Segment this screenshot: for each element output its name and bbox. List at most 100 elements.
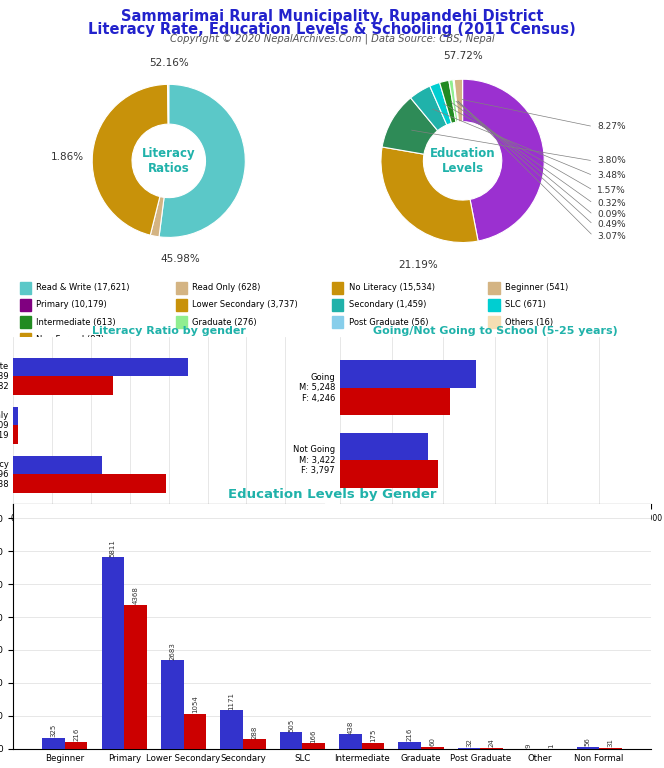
Text: 8.27%: 8.27% [598, 122, 626, 131]
Text: Read & Write (17,621): Read & Write (17,621) [37, 283, 129, 292]
Text: 216: 216 [73, 727, 79, 741]
FancyBboxPatch shape [20, 316, 31, 328]
Text: 21.19%: 21.19% [398, 260, 438, 270]
Text: 0.32%: 0.32% [598, 199, 626, 208]
Bar [42, 738, 65, 749]
Text: 24: 24 [489, 739, 495, 747]
Title: Going/Not Going to School (5-25 years): Going/Not Going to School (5-25 years) [373, 326, 618, 336]
Text: 3.07%: 3.07% [598, 231, 626, 240]
Bar [65, 742, 88, 749]
Text: 1.86%: 1.86% [51, 152, 84, 162]
Bar [339, 734, 362, 749]
Bar [183, 714, 206, 749]
Wedge shape [382, 98, 438, 154]
Wedge shape [167, 84, 169, 124]
Text: 1: 1 [548, 743, 554, 748]
Text: Literacy Rate, Education Levels & Schooling (2011 Census): Literacy Rate, Education Levels & School… [88, 22, 576, 37]
Text: 0.49%: 0.49% [598, 220, 626, 229]
Text: No Literacy (15,534): No Literacy (15,534) [349, 283, 434, 292]
Bar [280, 732, 302, 749]
Bar [13, 376, 112, 395]
Bar [340, 388, 450, 415]
Text: 5811: 5811 [110, 539, 116, 557]
Bar [576, 747, 599, 749]
Bar [421, 746, 444, 749]
Wedge shape [453, 80, 458, 122]
Text: 325: 325 [50, 724, 56, 737]
Text: 57.72%: 57.72% [443, 51, 483, 61]
Text: 56: 56 [585, 737, 591, 746]
Text: Lower Secondary (3,737): Lower Secondary (3,737) [193, 300, 298, 310]
Legend: Male, Female: Male, Female [104, 520, 234, 536]
Text: Secondary (1,459): Secondary (1,459) [349, 300, 426, 310]
Legend: Male, Female: Male, Female [430, 520, 560, 536]
Bar [302, 743, 325, 749]
Title: Literacy Ratio by gender: Literacy Ratio by gender [92, 326, 246, 336]
FancyBboxPatch shape [176, 299, 187, 311]
Bar [458, 748, 481, 749]
FancyBboxPatch shape [488, 282, 499, 293]
Text: 1.57%: 1.57% [598, 186, 626, 195]
FancyBboxPatch shape [332, 316, 343, 328]
Text: 0.09%: 0.09% [598, 210, 626, 220]
Bar [13, 456, 102, 475]
Text: Post Graduate (56): Post Graduate (56) [349, 318, 428, 326]
FancyBboxPatch shape [488, 299, 499, 311]
Bar [340, 433, 428, 460]
Text: 438: 438 [347, 720, 353, 733]
Text: 31: 31 [608, 738, 614, 747]
Text: 216: 216 [407, 727, 413, 741]
Text: 288: 288 [251, 725, 257, 739]
Wedge shape [463, 79, 544, 241]
FancyBboxPatch shape [20, 333, 31, 346]
Text: 32: 32 [466, 738, 472, 747]
Bar [161, 660, 183, 749]
Bar [362, 743, 384, 749]
Text: 1054: 1054 [192, 696, 198, 713]
Wedge shape [449, 80, 458, 122]
Wedge shape [454, 80, 459, 122]
Text: 505: 505 [288, 718, 294, 731]
Wedge shape [92, 84, 168, 235]
Bar [481, 748, 503, 749]
Text: 3.48%: 3.48% [598, 171, 626, 180]
Text: Graduate (276): Graduate (276) [193, 318, 257, 326]
Wedge shape [159, 84, 245, 237]
Bar [13, 475, 166, 493]
Text: 1171: 1171 [228, 691, 234, 710]
Text: Others (16): Others (16) [505, 318, 553, 326]
FancyBboxPatch shape [20, 282, 31, 293]
Bar [340, 460, 438, 488]
Bar [220, 710, 243, 749]
Text: 52.16%: 52.16% [149, 58, 189, 68]
Text: Sammarimai Rural Municipality, Rupandehi District: Sammarimai Rural Municipality, Rupandehi… [121, 9, 543, 25]
Text: 60: 60 [430, 737, 436, 746]
Bar [599, 748, 622, 749]
Bar [124, 605, 147, 749]
Text: Primary (10,179): Primary (10,179) [37, 300, 107, 310]
Text: 166: 166 [311, 729, 317, 743]
Bar [340, 360, 476, 388]
Title: Education Levels by Gender: Education Levels by Gender [228, 488, 436, 502]
FancyBboxPatch shape [20, 299, 31, 311]
Text: Literacy
Ratios: Literacy Ratios [142, 147, 196, 175]
Bar [13, 425, 18, 444]
Wedge shape [454, 79, 463, 122]
Bar [398, 742, 421, 749]
Wedge shape [150, 197, 164, 237]
Text: Non Formal (87): Non Formal (87) [37, 335, 104, 344]
Bar [13, 407, 18, 425]
Text: 9: 9 [525, 743, 531, 748]
Wedge shape [430, 82, 452, 125]
FancyBboxPatch shape [332, 282, 343, 293]
Wedge shape [381, 147, 478, 243]
Text: Copyright © 2020 NepalArchives.Com | Data Source: CBS, Nepal: Copyright © 2020 NepalArchives.Com | Dat… [170, 34, 494, 45]
Wedge shape [410, 86, 447, 131]
Text: 4368: 4368 [133, 587, 139, 604]
Text: Read Only (628): Read Only (628) [193, 283, 261, 292]
FancyBboxPatch shape [488, 316, 499, 328]
FancyBboxPatch shape [332, 299, 343, 311]
Wedge shape [440, 81, 456, 124]
FancyBboxPatch shape [176, 282, 187, 293]
FancyBboxPatch shape [176, 316, 187, 328]
